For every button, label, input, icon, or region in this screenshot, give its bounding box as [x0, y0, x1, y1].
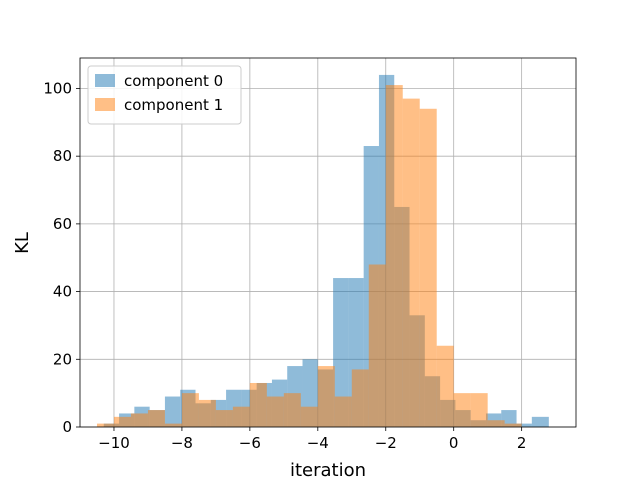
histogram-bar	[453, 393, 471, 427]
histogram-bar	[334, 396, 352, 427]
y-tick-label: 100	[43, 79, 72, 97]
legend-swatch	[95, 74, 115, 87]
histogram-bar	[164, 396, 181, 427]
y-axis-ticks: 0 20 40 60 80 100	[43, 79, 80, 436]
y-tick-label: 60	[53, 215, 72, 233]
histogram-bar	[351, 369, 369, 427]
histogram-bar	[215, 410, 233, 427]
legend-label: component 0	[124, 72, 223, 90]
histogram-bar	[487, 420, 505, 427]
histogram-bar	[283, 393, 301, 427]
x-tick-label: −2	[375, 434, 397, 452]
y-axis-label: KL	[12, 232, 33, 254]
histogram-bars	[96, 74, 549, 428]
legend-swatch	[95, 98, 115, 111]
x-tick-label: −4	[307, 434, 329, 452]
y-tick-label: 0	[62, 418, 72, 436]
x-tick-label: 2	[517, 434, 527, 452]
histogram-bar	[113, 416, 131, 427]
histogram-bar	[516, 423, 532, 427]
histogram-bar	[96, 423, 114, 427]
histogram-bar	[436, 345, 454, 427]
histogram-bar	[266, 396, 284, 427]
series-1-bars	[96, 85, 522, 428]
histogram-bar	[164, 423, 182, 427]
legend-box	[87, 65, 242, 125]
histogram-bar	[147, 410, 165, 427]
histogram-bar	[317, 366, 335, 427]
histogram-bar	[181, 393, 199, 427]
plot-frame	[79, 57, 577, 428]
x-tick-label: −8	[171, 434, 193, 452]
histogram-bar	[419, 108, 437, 427]
histogram-bar	[333, 278, 349, 427]
y-tick-label: 20	[53, 350, 72, 368]
x-tick-label: −6	[239, 434, 261, 452]
histogram-bar	[504, 423, 522, 427]
histogram-bar	[232, 406, 250, 427]
x-tick-label: 0	[449, 434, 459, 452]
x-axis-label: iteration	[290, 460, 366, 480]
histogram-bar	[402, 98, 420, 428]
histogram-bar	[249, 382, 267, 427]
y-tick-label: 40	[53, 283, 72, 301]
histogram-bar	[531, 416, 549, 427]
x-tick-label: −10	[98, 434, 130, 452]
histogram-bar	[470, 393, 488, 427]
histogram-bar	[368, 264, 386, 427]
legend-label: component 1	[124, 96, 223, 114]
histogram-bar	[130, 413, 148, 427]
x-axis-ticks: −10 −8 −6 −4 −2 0 2	[98, 427, 526, 452]
histogram-bar	[198, 399, 216, 427]
legend: component 0 component 1	[87, 65, 242, 125]
y-tick-label: 80	[53, 147, 72, 165]
histogram-bar	[300, 406, 318, 427]
histogram-bar	[501, 410, 517, 427]
histogram-bar	[385, 85, 403, 427]
